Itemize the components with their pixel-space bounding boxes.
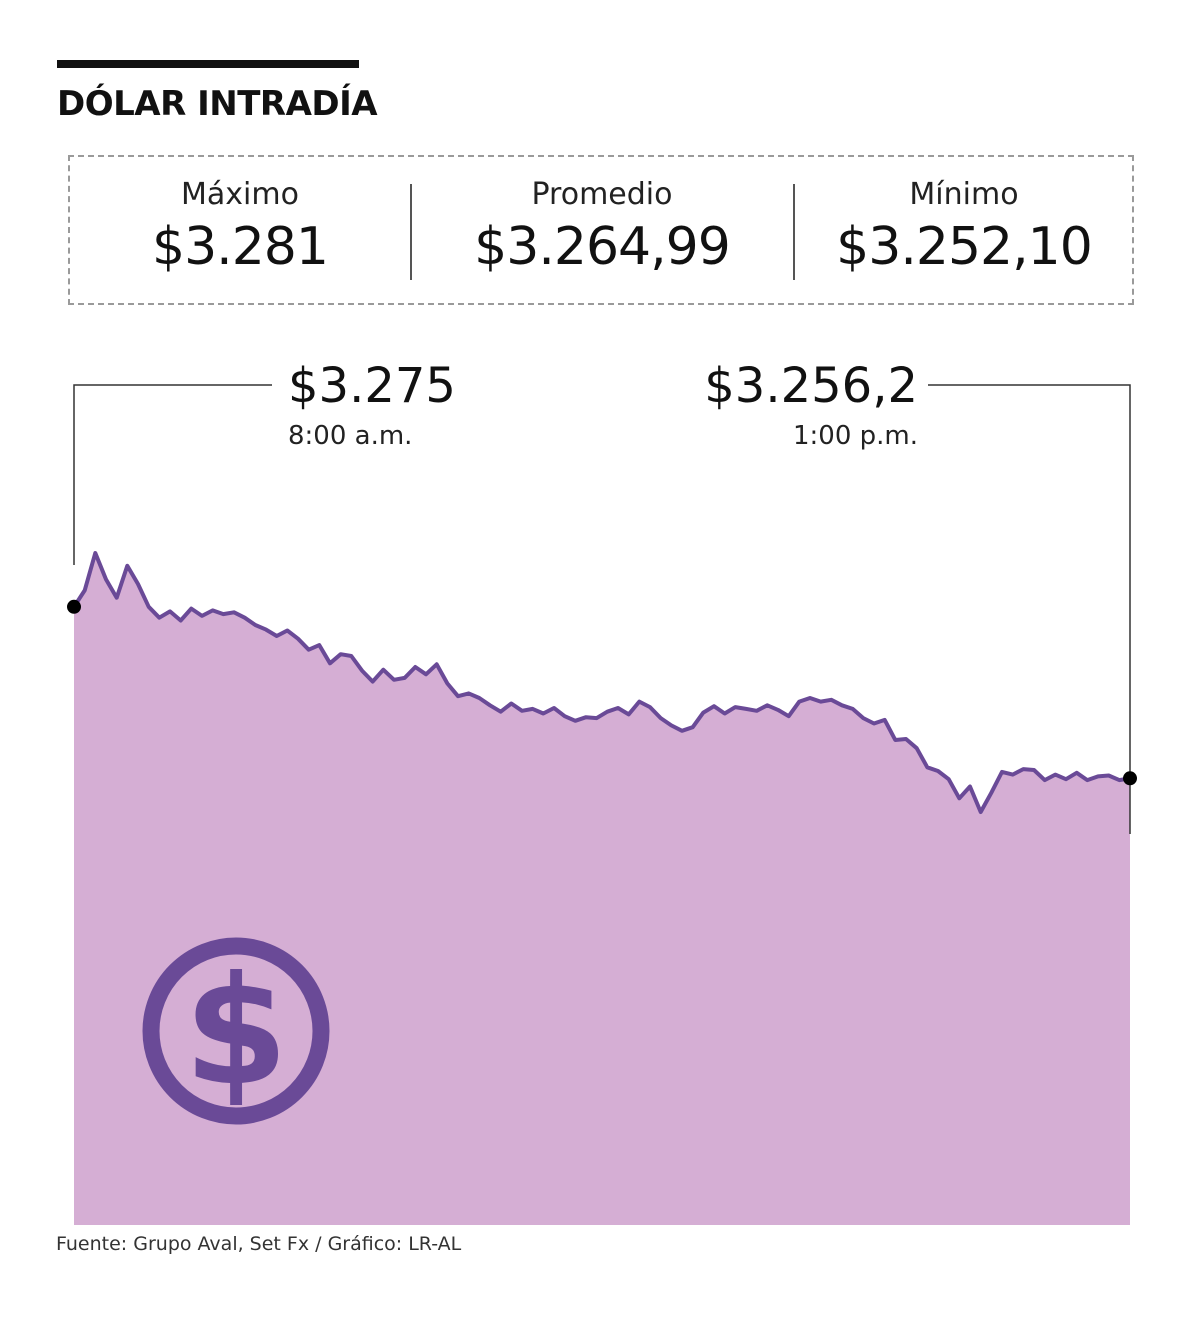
- stat-min-label: Mínimo: [909, 177, 1019, 212]
- stat-avg: Promedio $3.264,99: [410, 157, 794, 303]
- price-line: [72, 551, 1131, 814]
- end-leader-line: [928, 384, 1131, 834]
- start-leader-line: [73, 384, 272, 565]
- stat-max: Máximo $3.281: [70, 157, 410, 303]
- stats-divider: [410, 184, 412, 280]
- end-time-label: 1:00 p.m.: [793, 421, 918, 451]
- title-rule: [57, 60, 359, 68]
- start-time-label: 8:00 a.m.: [288, 421, 412, 451]
- stat-avg-label: Promedio: [531, 177, 673, 212]
- stat-max-label: Máximo: [181, 177, 299, 212]
- start-value-label: $3.275: [288, 358, 456, 414]
- stats-divider: [793, 184, 795, 280]
- stat-min: Mínimo $3.252,10: [794, 157, 1134, 303]
- stats-box: Máximo $3.281 Promedio $3.264,99 Mínimo …: [68, 155, 1134, 305]
- stat-min-value: $3.252,10: [836, 217, 1093, 277]
- source-note: Fuente: Grupo Aval, Set Fx / Gráfico: LR…: [56, 1233, 462, 1255]
- stat-max-value: $3.281: [152, 217, 329, 277]
- end-value-label: $3.256,2: [704, 358, 918, 414]
- stat-avg-value: $3.264,99: [474, 217, 731, 277]
- end-point: [1123, 771, 1137, 786]
- page-title: DÓLAR INTRADÍA: [57, 84, 378, 124]
- dollar-icon: $: [142, 937, 330, 1125]
- start-point: [67, 599, 81, 614]
- svg-text:$: $: [184, 945, 288, 1119]
